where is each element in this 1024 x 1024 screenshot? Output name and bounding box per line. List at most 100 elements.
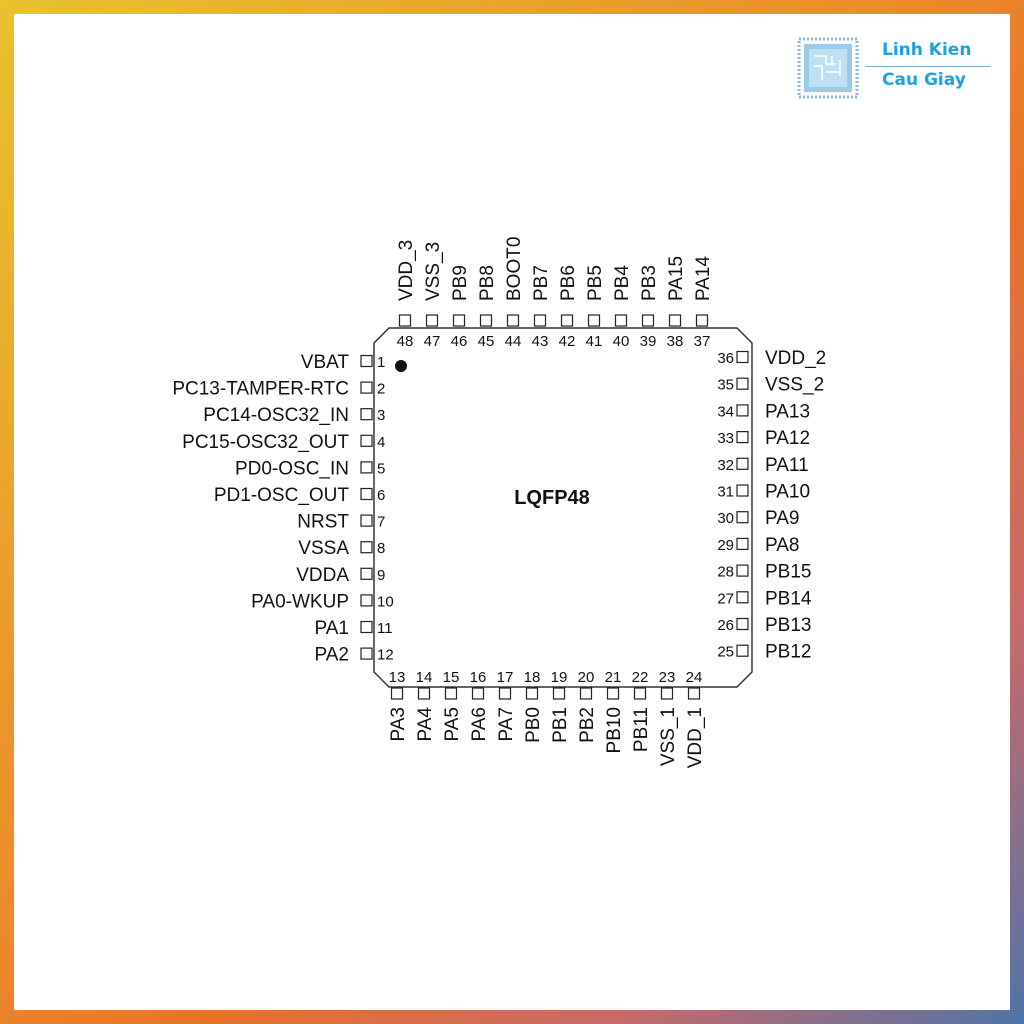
pin-number: 42 [559, 333, 576, 350]
pin-pad-2 [360, 381, 373, 394]
pin-pad-33 [736, 431, 749, 444]
chip-body [373, 327, 753, 688]
pin-number: 10 [377, 593, 394, 610]
logo-divider [866, 66, 990, 67]
pin-name: PA3 [388, 707, 409, 742]
pin-pad-24 [687, 687, 701, 700]
pin-name: PA4 [415, 707, 436, 742]
pin-number: 35 [717, 377, 734, 394]
pin-pad-14 [417, 687, 431, 700]
pin-number: 36 [717, 350, 734, 367]
pin-pad-22 [633, 687, 647, 700]
pin-name: PC13-TAMPER-RTC [172, 379, 349, 400]
pin-name: PA14 [693, 255, 714, 301]
pin-pad-19 [552, 687, 566, 700]
pin-pad-35 [736, 377, 749, 390]
pin-pad-39 [641, 314, 655, 327]
pin-name: PB3 [639, 265, 660, 301]
logo-line2: Cau Giay [882, 70, 966, 90]
pin-number: 48 [397, 333, 414, 350]
pin-pad-44 [506, 314, 520, 327]
pin-number: 4 [377, 434, 385, 451]
pin-number: 29 [717, 537, 734, 554]
pin-number: 14 [416, 669, 433, 686]
pin-pad-10 [360, 594, 373, 607]
pin-name: VDDA [296, 565, 349, 586]
pin-number: 20 [578, 669, 595, 686]
pin-name: VDD_2 [765, 348, 826, 369]
pin-number: 41 [586, 333, 603, 350]
pin-name: PB13 [765, 615, 811, 636]
pin-name: PC15-OSC32_OUT [182, 432, 349, 453]
pin-name: PA9 [765, 508, 800, 529]
pin-number: 33 [717, 430, 734, 447]
pin-number: 45 [478, 333, 495, 350]
pin-pad-28 [736, 564, 749, 577]
pin-pad-38 [668, 314, 682, 327]
pin-number: 44 [505, 333, 522, 350]
pin-number: 46 [451, 333, 468, 350]
pin-number: 28 [717, 564, 734, 581]
pin-name: PB15 [765, 562, 811, 583]
pin-pad-47 [425, 314, 439, 327]
pin-number: 12 [377, 647, 394, 664]
pin-number: 13 [389, 669, 406, 686]
pin-number: 43 [532, 333, 549, 350]
pin-name: PC14-OSC32_IN [203, 405, 349, 426]
pin-pad-23 [660, 687, 674, 700]
pin-pad-25 [736, 644, 749, 657]
pin-number: 31 [717, 484, 734, 501]
pin-number: 27 [717, 590, 734, 607]
pin-name: VDD_3 [396, 240, 417, 301]
pin-number: 17 [497, 669, 514, 686]
pin-name: PB9 [450, 265, 471, 301]
pin-pad-13 [390, 687, 404, 700]
pin-name: PA7 [496, 707, 517, 742]
pin-number: 1 [377, 354, 385, 371]
pin-number: 5 [377, 460, 385, 477]
pin-pad-7 [360, 514, 373, 527]
pin-name: PA12 [765, 428, 810, 449]
pin1-marker [395, 360, 407, 372]
pin-number: 38 [667, 333, 684, 350]
pin-number: 19 [551, 669, 568, 686]
pin-number: 15 [443, 669, 460, 686]
pin-number: 30 [717, 510, 734, 527]
pin-number: 18 [524, 669, 541, 686]
pin-number: 3 [377, 407, 385, 424]
pin-name: PB14 [765, 588, 812, 609]
pin-pad-17 [498, 687, 512, 700]
pin-name: PB8 [477, 265, 498, 301]
pin-number: 34 [717, 403, 734, 420]
logo-line1: Linh Kien [882, 40, 972, 60]
pin-number: 32 [717, 457, 734, 474]
pin-name: PB4 [612, 265, 633, 301]
pin-name: PA5 [442, 707, 463, 742]
pin-name: PB5 [585, 265, 606, 301]
pin-name: NRST [297, 512, 349, 533]
pin-name: PA8 [765, 535, 800, 556]
pin-number: 8 [377, 540, 385, 557]
pin-pad-15 [444, 687, 458, 700]
pin-pad-6 [360, 487, 373, 501]
pin-name: PB1 [550, 707, 571, 743]
pin-number: 21 [605, 669, 622, 686]
pin-pad-34 [736, 404, 749, 417]
pin-number: 24 [686, 669, 703, 686]
pin-number: 6 [377, 487, 385, 504]
pin-pad-37 [695, 314, 709, 327]
pin-pad-12 [360, 647, 373, 660]
pin-name: PA10 [765, 482, 810, 503]
pin-name: PB0 [523, 707, 544, 743]
pin-pad-9 [360, 567, 373, 580]
pin-pad-36 [736, 350, 749, 364]
pin-name: PA15 [666, 256, 687, 301]
pin-name: PA0-WKUP [251, 591, 349, 612]
pin-name: VBAT [301, 352, 350, 373]
chip-logo-icon [797, 37, 859, 99]
pin-pad-27 [736, 591, 749, 604]
pin-number: 23 [659, 669, 676, 686]
pin-name: PA6 [469, 707, 490, 742]
pin-pad-3 [360, 408, 373, 421]
